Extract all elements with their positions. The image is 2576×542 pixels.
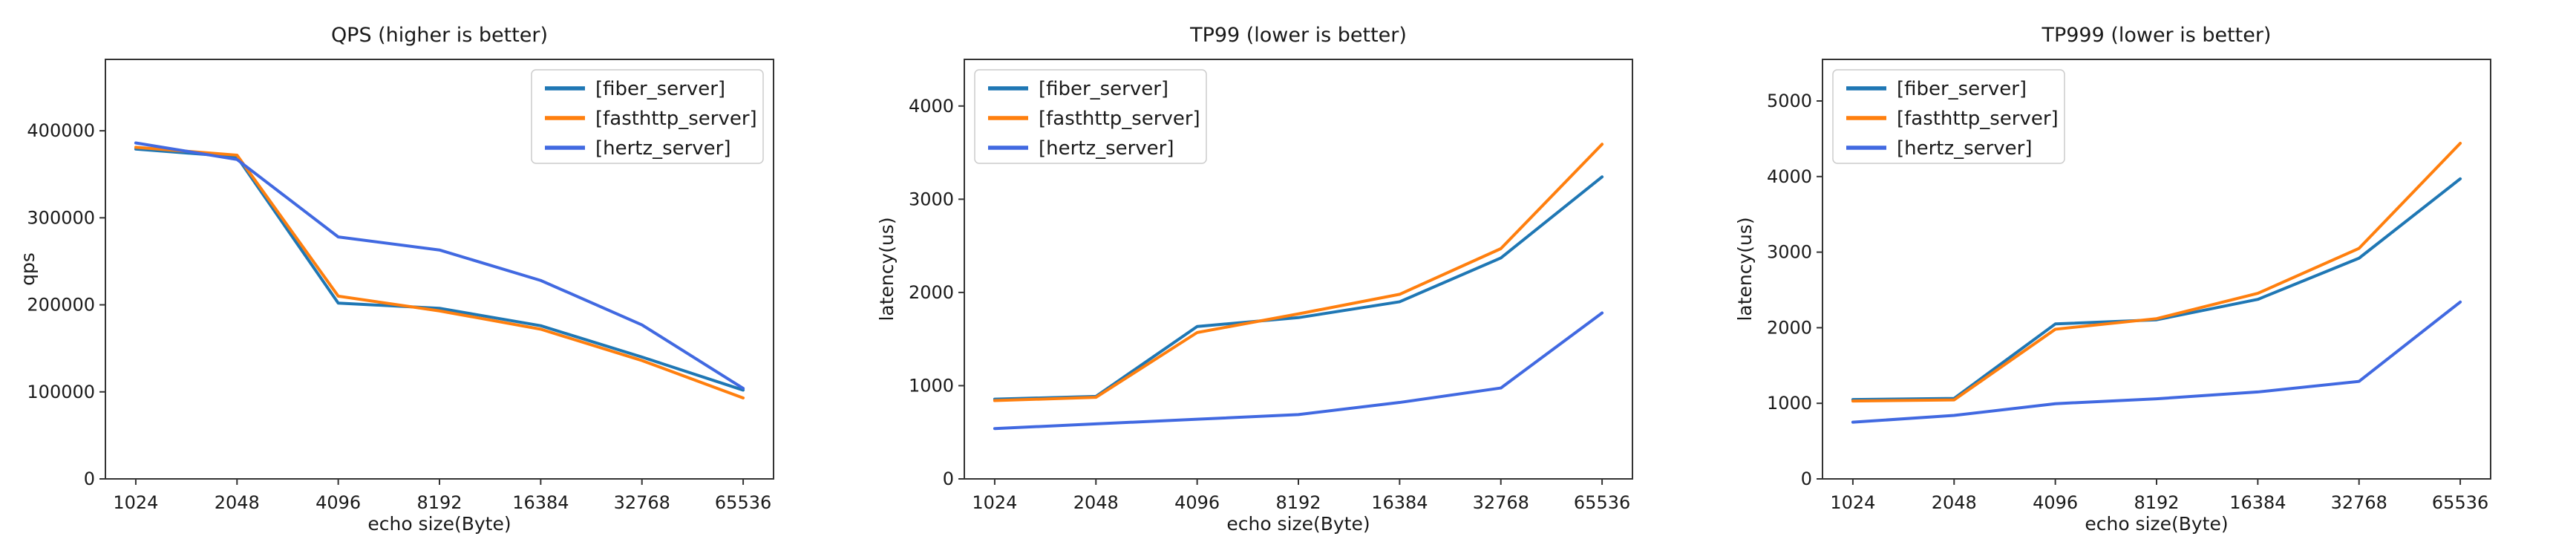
y-tick-label: 200000: [27, 295, 95, 316]
y-tick-label: 1000: [1767, 393, 1812, 414]
chart-title: TP999 (lower is better): [2041, 24, 2272, 47]
y-tick-label: 0: [942, 468, 953, 489]
y-tick-label: 0: [1801, 468, 1812, 489]
y-tick-label: 3000: [909, 189, 954, 209]
legend-label-fasthttp-server: [fasthttp_server]: [595, 108, 757, 130]
legend-label-fiber-server: [fiber_server]: [1039, 78, 1168, 100]
x-axis-label: echo size(Byte): [2085, 513, 2229, 535]
x-tick-label: 32768: [614, 492, 670, 513]
x-tick-label: 1024: [972, 492, 1017, 513]
x-tick-label: 16384: [2229, 492, 2286, 513]
x-tick-label: 32768: [1472, 492, 1529, 513]
x-axis-label: echo size(Byte): [367, 513, 511, 535]
series-line-hertz-server: [134, 141, 745, 391]
y-tick-label: 300000: [27, 207, 95, 228]
x-tick-label: 4096: [2033, 492, 2078, 513]
legend-label-fiber-server: [fiber_server]: [595, 78, 725, 100]
legend-box: [973, 69, 1207, 164]
series-line-fasthttp-server: [1851, 142, 2462, 403]
legend-label-fasthttp-server: [fasthttp_server]: [1039, 108, 1200, 130]
x-tick-label: 2048: [1932, 492, 1977, 513]
legend-label-hertz-server: [hertz_server]: [595, 137, 731, 160]
legend-label-hertz-server: [hertz_server]: [1897, 137, 2033, 160]
y-tick-label: 3000: [1767, 242, 1812, 263]
x-tick-label: 1024: [1831, 492, 1876, 513]
x-tick-label: 8192: [2134, 492, 2180, 513]
chart-title: TP99 (lower is better): [1189, 24, 1407, 47]
y-axis-label: latency(us): [876, 217, 898, 321]
x-tick-label: 4096: [1174, 492, 1220, 513]
y-tick-label: 4000: [1767, 166, 1812, 187]
series-line-hertz-server: [1851, 300, 2462, 424]
chart-qps: QPS (higher is better) 0 100000 200000 30000…: [17, 24, 774, 535]
x-tick-label: 65536: [2432, 492, 2488, 513]
x-axis-label: echo size(Byte): [1226, 513, 1370, 535]
x-tick-label: 65536: [715, 492, 771, 513]
series-line-fasthttp-server: [993, 143, 1604, 402]
y-tick-label: 4000: [909, 96, 954, 117]
x-tick-label: 1024: [113, 492, 158, 513]
y-tick-label: 2000: [1767, 317, 1812, 338]
series-line-hertz-server: [993, 311, 1604, 431]
x-tick-label: 2048: [215, 492, 260, 513]
series-line-fiber-server: [1851, 177, 2462, 402]
y-tick-label: 5000: [1767, 91, 1812, 111]
x-tick-label: 2048: [1073, 492, 1118, 513]
y-tick-label: 100000: [27, 382, 95, 402]
y-axis-label: qps: [17, 252, 39, 286]
legend-label-hertz-server: [hertz_server]: [1039, 137, 1174, 160]
x-tick-label: 65536: [1574, 492, 1630, 513]
chart-tp99: TP99 (lower is better) 0 1000 2000 3000 4000 1…: [876, 24, 1633, 535]
x-tick-label: 8192: [1275, 492, 1321, 513]
chart-tp999: TP999 (lower is better) 0 1000 2000 3000 4000…: [1734, 24, 2492, 535]
y-axis-label: latency(us): [1734, 217, 1756, 321]
series-line-fiber-server: [134, 147, 745, 392]
legend-label-fasthttp-server: [fasthttp_server]: [1897, 108, 2059, 130]
x-tick-label: 8192: [416, 492, 462, 513]
x-tick-label: 16384: [1371, 492, 1428, 513]
x-tick-label: 4096: [316, 492, 361, 513]
series-line-fasthttp-server: [134, 146, 745, 399]
legend-box: [531, 69, 764, 164]
series-line-fiber-server: [993, 175, 1604, 401]
y-tick-label: 400000: [27, 120, 95, 141]
legend-label-fiber-server: [fiber_server]: [1897, 78, 2027, 100]
x-tick-label: 16384: [512, 492, 569, 513]
x-tick-label: 32768: [2331, 492, 2387, 513]
chart-title: QPS (higher is better): [331, 24, 548, 47]
y-tick-label: 1000: [909, 375, 954, 396]
legend-box: [1832, 69, 2065, 164]
y-tick-label: 2000: [909, 282, 954, 303]
y-tick-label: 0: [84, 468, 95, 489]
